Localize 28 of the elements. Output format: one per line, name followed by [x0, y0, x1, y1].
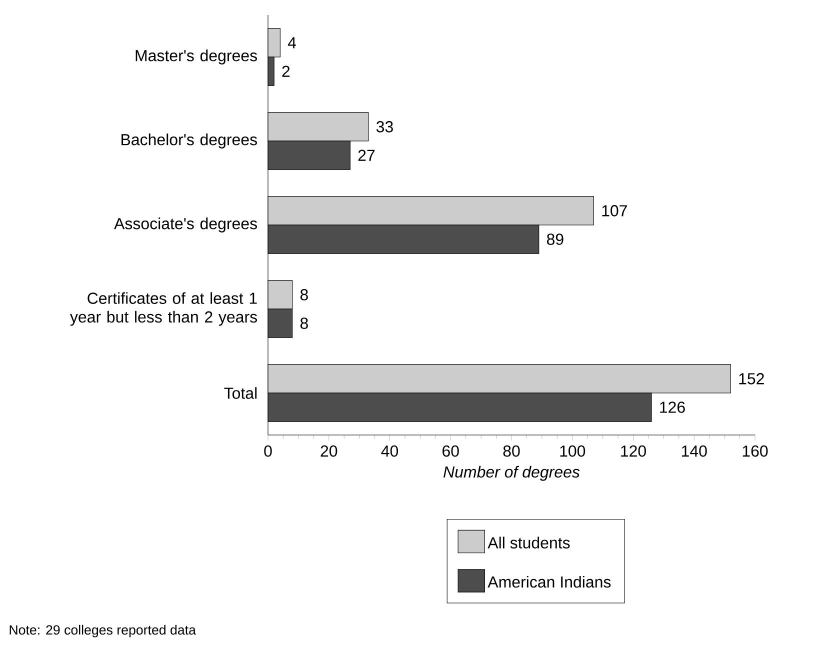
x-tick-label: 20: [320, 445, 338, 457]
y-tick-label: Master's degrees: [136, 50, 257, 64]
legend-label: American Indians: [488, 576, 611, 588]
data-label: 33: [376, 121, 393, 132]
y-tick-label: Total: [224, 387, 257, 399]
x-tick-label: 60: [442, 445, 459, 457]
x-tick-label: 40: [381, 445, 398, 457]
x-tick-label: 100: [560, 445, 586, 457]
text: Note: 29 colleges reported data: [10, 624, 196, 638]
data-label: 152: [739, 373, 764, 384]
data-label: 2: [282, 66, 290, 77]
x-tick-label: 0: [264, 445, 272, 457]
x-tick-label: 160: [742, 445, 768, 457]
data-label: 107: [602, 205, 627, 216]
data-label: 89: [546, 234, 564, 245]
y-tick-label: Bachelor's degrees: [122, 134, 257, 148]
data-label: 8: [300, 318, 308, 329]
data-label: 8: [300, 289, 308, 300]
data-label: 4: [288, 37, 296, 48]
legend-label: All students: [488, 536, 570, 548]
y-tick-label: Certificates of at least 1 year but less than 2 years: [70, 292, 257, 326]
x-tick-label: 140: [682, 445, 707, 457]
x-tick-label: 120: [621, 445, 646, 457]
x-axis-title: Number of degrees: [444, 466, 580, 481]
y-tick-label: Associate's degrees: [114, 218, 257, 232]
data-label: 27: [358, 150, 375, 161]
data-label: 126: [660, 402, 685, 413]
x-tick-label: 80: [503, 445, 520, 457]
